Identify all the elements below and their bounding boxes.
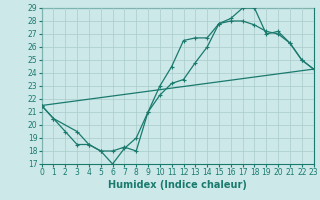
X-axis label: Humidex (Indice chaleur): Humidex (Indice chaleur) [108, 180, 247, 190]
